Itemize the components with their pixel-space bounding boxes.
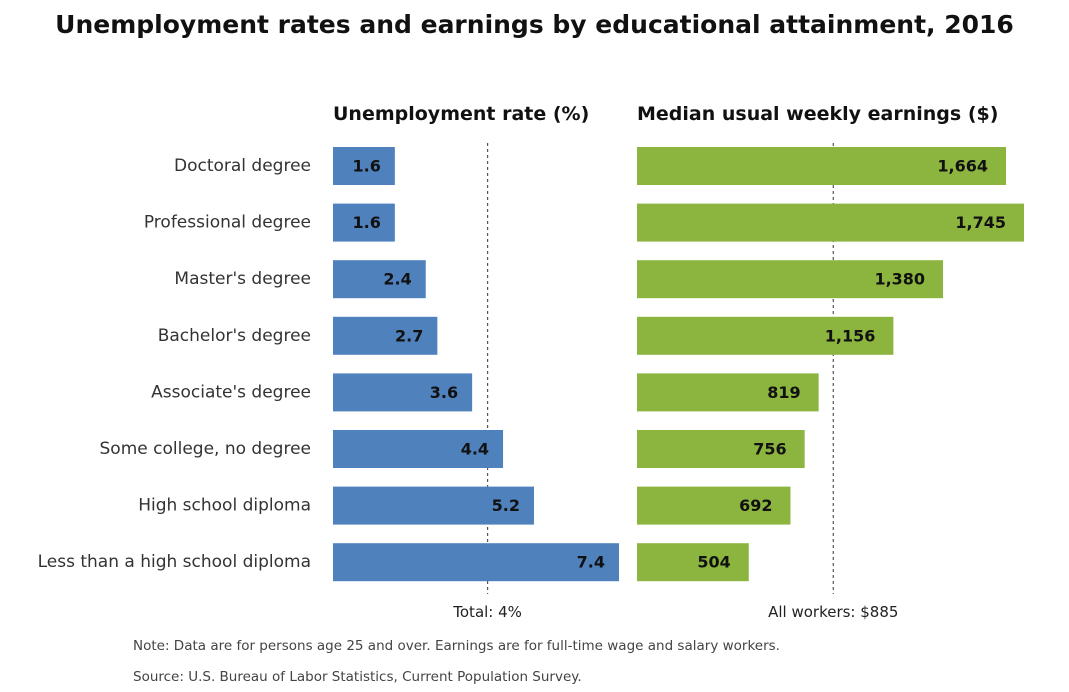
earnings-bar-less-than-a-high-school-diploma — [637, 543, 749, 582]
unemployment-value-label-associate-s-degree: 3.6 — [430, 383, 458, 402]
unemployment-value-label-less-than-a-high-school-diploma: 7.4 — [577, 553, 605, 572]
unemployment-value-label-some-college-no-degree: 4.4 — [461, 440, 489, 459]
unemployment-value-label-doctoral-degree: 1.6 — [352, 157, 380, 176]
earnings-bar-master-s-degree — [637, 260, 944, 299]
unemployment-bar-high-school-diploma — [333, 486, 534, 525]
earnings-bar-associate-s-degree — [637, 373, 819, 412]
earnings-bar-high-school-diploma — [637, 486, 791, 525]
unemployment-value-label-master-s-degree: 2.4 — [383, 270, 411, 289]
unemployment-bar-doctoral-degree — [333, 147, 395, 185]
category-label-some-college-no-degree: Some college, no degree — [100, 439, 311, 459]
earnings-value-label-some-college-no-degree: 756 — [753, 440, 786, 459]
note-text: Note: Data are for persons age 25 and ov… — [133, 638, 780, 654]
chart-title: Unemployment rates and earnings by educa… — [55, 10, 1014, 39]
category-label-bachelor-s-degree: Bachelor's degree — [158, 326, 311, 346]
unemployment-bar-some-college-no-degree — [333, 430, 504, 468]
unemployment-bar-professional-degree — [333, 203, 395, 242]
earnings-panel-title: Median usual weekly earnings ($) — [637, 103, 999, 125]
earnings-value-label-doctoral-degree: 1,664 — [937, 157, 988, 176]
category-label-high-school-diploma: High school diploma — [138, 496, 311, 516]
earnings-value-label-high-school-diploma: 692 — [739, 496, 772, 515]
earnings-reference-label: All workers: $885 — [768, 603, 898, 621]
category-label-associate-s-degree: Associate's degree — [151, 382, 311, 402]
unemployment-reference-label: Total: 4% — [452, 603, 522, 621]
earnings-value-label-less-than-a-high-school-diploma: 504 — [697, 553, 730, 572]
earnings-bar-doctoral-degree — [637, 147, 1007, 185]
unemployment-value-label-bachelor-s-degree: 2.7 — [395, 326, 423, 345]
unemployment-bar-bachelor-s-degree — [333, 316, 438, 355]
category-label-less-than-a-high-school-diploma: Less than a high school diploma — [38, 552, 311, 572]
earnings-value-label-professional-degree: 1,745 — [955, 213, 1006, 232]
category-label-doctoral-degree: Doctoral degree — [174, 156, 311, 176]
unemployment-value-label-professional-degree: 1.6 — [352, 213, 380, 232]
earnings-bar-some-college-no-degree — [637, 430, 805, 468]
unemployment-bar-less-than-a-high-school-diploma — [333, 543, 619, 582]
category-label-master-s-degree: Master's degree — [174, 269, 311, 289]
category-label-professional-degree: Professional degree — [144, 213, 311, 233]
earnings-value-label-associate-s-degree: 819 — [767, 383, 800, 402]
earnings-bar-bachelor-s-degree — [637, 316, 894, 355]
unemployment-bar-associate-s-degree — [333, 373, 473, 412]
earnings-value-label-bachelor-s-degree: 1,156 — [825, 326, 876, 345]
unemployment-panel-title: Unemployment rate (%) — [333, 103, 590, 125]
unemployment-bar-master-s-degree — [333, 260, 426, 299]
source-text: Source: U.S. Bureau of Labor Statistics,… — [133, 669, 582, 685]
unemployment-value-label-high-school-diploma: 5.2 — [492, 496, 520, 515]
earnings-bar-professional-degree — [637, 203, 1024, 242]
earnings-value-label-master-s-degree: 1,380 — [874, 270, 925, 289]
